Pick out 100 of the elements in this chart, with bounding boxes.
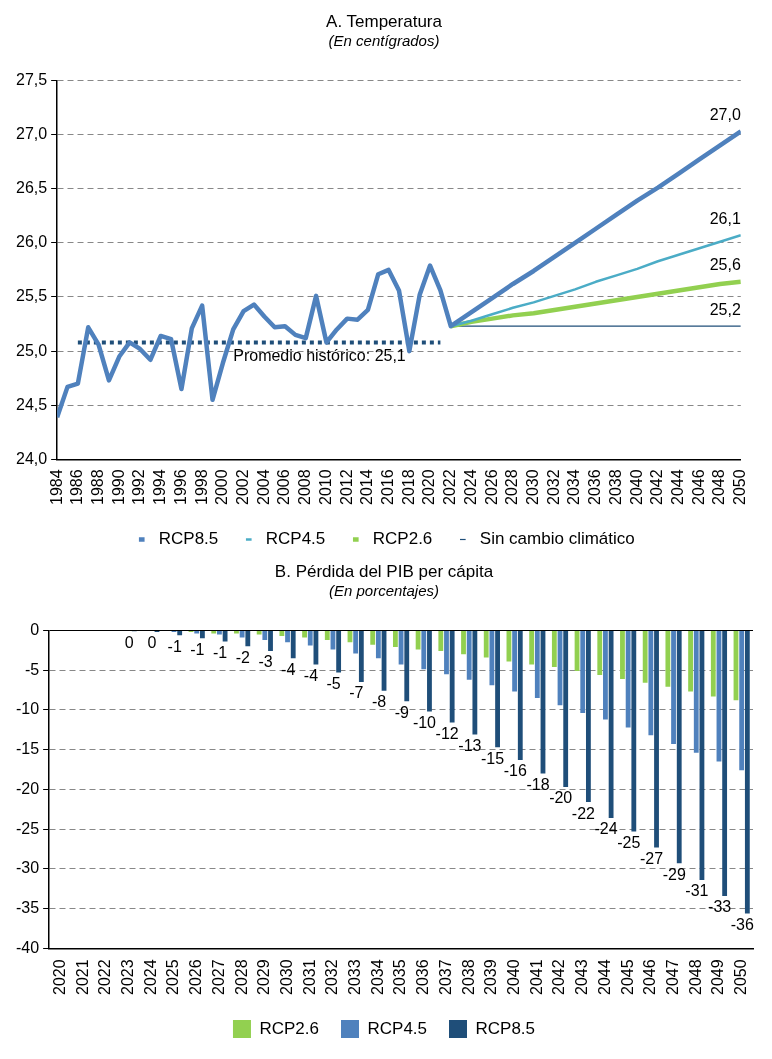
- data-label: -33: [708, 898, 732, 916]
- x-tick-label: 2028: [503, 469, 521, 505]
- x-tick-label: 2022: [96, 959, 114, 995]
- x-tick-label: 2034: [368, 959, 386, 995]
- data-label: -4: [303, 666, 319, 684]
- x-tick-label: 2018: [399, 469, 417, 505]
- x-tick-label: 2016: [379, 469, 397, 505]
- x-tick-label: 2050: [732, 959, 750, 995]
- data-label: -7: [349, 684, 364, 702]
- x-tick-label: 2042: [648, 469, 666, 505]
- x-tick-label: 2025: [164, 959, 182, 995]
- data-label: -18: [526, 775, 550, 793]
- data-label: -24: [594, 820, 618, 838]
- x-tick-label: 2030: [277, 959, 295, 995]
- data-label: -16: [503, 762, 527, 780]
- data-label: -5: [326, 674, 341, 692]
- chart-title: B. Pérdida del PIB per cápita: [274, 561, 494, 581]
- y-tick-label: 26,0: [16, 233, 48, 251]
- y-tick-label: 27,0: [16, 124, 48, 142]
- data-label: -20: [549, 789, 573, 807]
- x-tick-label: 2012: [337, 469, 355, 505]
- data-label: -9: [394, 703, 409, 721]
- data-label: -31: [685, 882, 709, 900]
- x-tick-label: 1996: [171, 469, 189, 505]
- x-tick-label: 2024: [461, 469, 479, 505]
- x-tick-label: 1998: [192, 469, 210, 505]
- x-tick-label: 2026: [187, 959, 205, 995]
- x-tick-label: 1984: [47, 469, 65, 505]
- x-tick-label: 2049: [709, 959, 727, 995]
- x-tick-label: 2004: [254, 469, 272, 505]
- x-tick-label: 2048: [686, 959, 704, 995]
- data-label: -1: [212, 643, 228, 661]
- chart-title: A. Temperatura: [326, 11, 443, 31]
- y-tick-label: 27,5: [16, 70, 48, 88]
- x-tick-label: 2050: [731, 469, 749, 505]
- x-tick-label: 2021: [73, 959, 91, 995]
- data-label: -12: [435, 725, 459, 743]
- x-tick-label: 2039: [482, 959, 500, 995]
- x-tick-label: 2020: [420, 469, 438, 505]
- x-tick-label: 2008: [296, 469, 314, 505]
- x-tick-label: 2048: [710, 469, 728, 505]
- data-label: 25,2: [709, 300, 741, 318]
- x-tick-label: 2038: [459, 959, 477, 995]
- x-tick-label: 2028: [232, 959, 250, 995]
- x-tick-label: 2032: [544, 469, 562, 505]
- y-tick-label: -5: [24, 660, 40, 678]
- x-tick-label: 2040: [505, 959, 523, 995]
- x-tick-label: 2046: [689, 469, 707, 505]
- data-label: -22: [571, 804, 596, 822]
- y-tick-label: 26,5: [16, 179, 48, 197]
- data-label: 26,1: [709, 209, 741, 227]
- chart-subtitle: (En porcentajes): [328, 581, 440, 599]
- x-tick-label: 2043: [573, 959, 591, 995]
- legend-label: RCP4.5: [367, 1018, 428, 1038]
- x-tick-label: 2046: [641, 959, 659, 995]
- y-tick-label: 0: [30, 620, 40, 638]
- x-tick-label: 2032: [323, 959, 341, 995]
- x-tick-label: 2042: [550, 959, 568, 995]
- x-tick-label: 2035: [391, 959, 409, 995]
- y-tick-label: 25,0: [16, 341, 48, 359]
- x-tick-label: 2033: [346, 959, 364, 995]
- x-tick-label: 1986: [68, 469, 86, 505]
- legend-label: RCP4.5: [265, 529, 326, 549]
- x-tick-label: 2036: [586, 469, 604, 505]
- legend-label: RCP8.5: [158, 529, 219, 549]
- x-tick-label: 2045: [618, 959, 636, 995]
- x-tick-label: 2024: [141, 959, 159, 995]
- x-tick-label: 2010: [316, 469, 334, 505]
- y-tick-label: -20: [16, 779, 40, 797]
- y-tick-label: -35: [16, 899, 40, 917]
- data-label: -15: [481, 749, 505, 767]
- x-tick-label: 1994: [151, 469, 169, 505]
- data-label: -3: [258, 653, 273, 671]
- x-tick-label: 2022: [441, 469, 459, 505]
- y-tick-label: 24,0: [16, 449, 48, 467]
- data-label: -13: [458, 736, 482, 754]
- data-label: -1: [167, 637, 182, 655]
- y-tick-label: 24,5: [16, 395, 48, 413]
- data-label: 27,0: [709, 105, 741, 123]
- data-label: -1: [190, 640, 205, 658]
- data-label: -27: [639, 849, 664, 867]
- x-tick-label: 2040: [627, 469, 645, 505]
- x-tick-label: 2036: [414, 959, 432, 995]
- y-tick-label: -40: [16, 938, 40, 956]
- x-tick-label: 2034: [565, 469, 583, 505]
- data-label: 25,6: [709, 256, 741, 274]
- y-tick-label: 25,5: [16, 287, 48, 305]
- data-label: -29: [662, 865, 686, 883]
- data-label: -10: [412, 713, 437, 731]
- data-label: -8: [371, 693, 387, 711]
- x-tick-label: 2006: [275, 469, 293, 505]
- x-tick-label: 2030: [524, 469, 542, 505]
- x-tick-label: 2041: [527, 959, 545, 995]
- x-tick-label: 1990: [109, 469, 127, 505]
- y-tick-label: -15: [16, 740, 40, 758]
- data-label: -25: [617, 833, 641, 851]
- legend-label: Sin cambio climático: [479, 529, 635, 549]
- x-tick-label: 2023: [119, 959, 136, 995]
- legend-label: RCP8.5: [475, 1018, 536, 1038]
- chart-subtitle: (En centígrados): [328, 31, 440, 49]
